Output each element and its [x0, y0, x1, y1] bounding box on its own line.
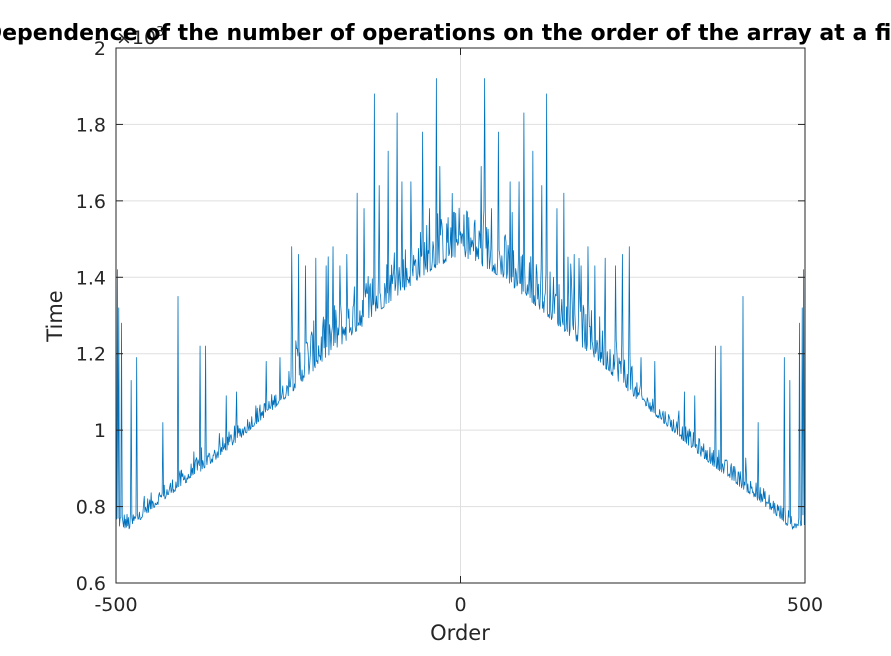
y-tick-label: 0.6	[76, 573, 106, 595]
ticks	[115, 47, 806, 584]
y-tick-label: 1.2	[76, 344, 106, 366]
series-line	[115, 78, 806, 530]
y-tick-label: 1.4	[76, 267, 106, 289]
y-tick-label: 1.6	[76, 191, 106, 213]
y-tick-label: 1	[94, 420, 106, 442]
y-tick-label: 2	[94, 38, 106, 60]
grid	[116, 48, 805, 583]
x-tick-label: -500	[94, 594, 137, 616]
y-exponent-label: ×103	[116, 25, 164, 49]
chart-title: Dependence of the number of operations o…	[0, 21, 891, 46]
series	[115, 78, 806, 530]
x-tick-label: 0	[454, 594, 466, 616]
x-tick-label: 500	[787, 594, 823, 616]
y-tick-label: 1.8	[76, 114, 106, 136]
y-tick-label: 0.8	[76, 497, 106, 519]
y-exponent-power: 3	[156, 25, 164, 40]
y-axis-label: Time	[43, 290, 67, 342]
tick-labels: -500 0 500 0.6 0.8 1 1.2 1.4 1.6 1.8 2	[76, 38, 823, 616]
x-axis-label: Order	[430, 621, 490, 645]
y-exponent-base: ×10	[116, 27, 156, 49]
